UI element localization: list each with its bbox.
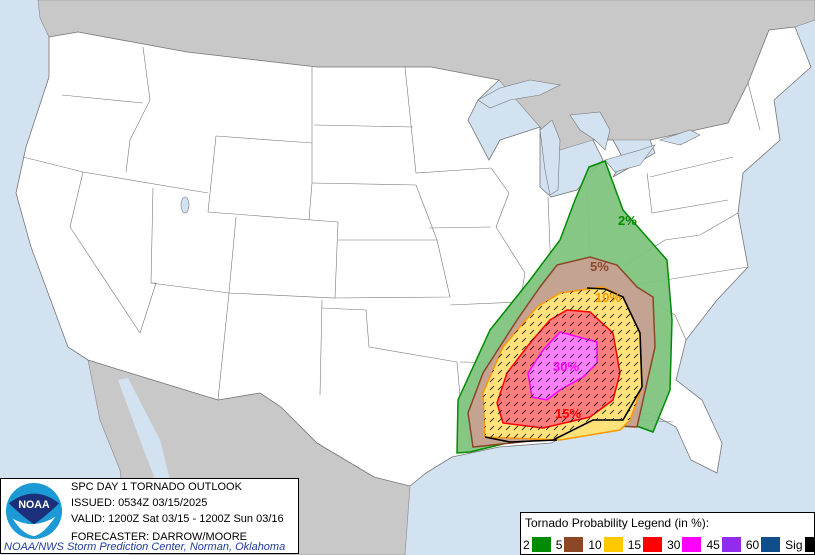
legend-item: 45 <box>706 537 741 552</box>
outlook-info-box: NOAA SPC DAY 1 TORNADO OUTLOOK ISSUED: 0… <box>0 478 299 554</box>
legend-item-label: 45 <box>706 537 720 552</box>
label-2-percent: 2% <box>618 213 637 228</box>
issued-time: ISSUED: 0534Z 03/15/2025 <box>71 497 208 509</box>
probability-legend: Tornado Probability Legend (in %): 2 5 10 1… <box>520 512 815 555</box>
legend-color-swatch <box>804 537 815 552</box>
legend-item-label: Sig <box>785 537 803 552</box>
legend-color-swatch <box>603 537 623 552</box>
outlook-title: SPC DAY 1 TORNADO OUTLOOK <box>71 481 242 493</box>
legend-item-label: 10 <box>588 537 602 552</box>
label-10-percent: 10% <box>595 290 621 305</box>
significant-tornado-outline <box>552 287 643 441</box>
legend-item-label: 30 <box>667 537 681 552</box>
agency-footer: NOAA/NWS Storm Prediction Center, Norman… <box>4 541 286 553</box>
label-15-percent: 15% <box>555 406 581 421</box>
noaa-logo-text: NOAA <box>18 499 50 511</box>
legend-color-swatch <box>643 537 663 552</box>
legend-item: 2 <box>523 537 551 552</box>
legend-color-swatch <box>564 537 584 552</box>
gulf-of-california <box>118 378 175 505</box>
legend-item: 10 <box>588 537 623 552</box>
forecaster: FORECASTER: DARROW/MOORE <box>71 531 248 543</box>
legend-color-swatch <box>531 537 551 552</box>
label-30-percent: 30% <box>553 359 579 374</box>
legend-item: 60 <box>745 537 781 552</box>
legend-item: 15 <box>627 537 663 552</box>
label-5-percent: 5% <box>590 259 609 274</box>
legend-color-swatch <box>761 537 781 552</box>
legend-color-swatch <box>682 537 702 552</box>
legend-item-label: 5 <box>555 537 563 552</box>
significant-tornado-hatch <box>483 287 642 440</box>
legend-item: Sig <box>785 537 815 552</box>
legend-item: 30 <box>667 537 702 552</box>
legend-item: 5 <box>556 537 584 552</box>
legend-item-label: 2 <box>523 537 530 552</box>
legend-row: 2 5 10 15 30 45 60 Sig <box>523 537 815 552</box>
legend-item-label: 60 <box>745 537 760 552</box>
noaa-logo: NOAA <box>5 482 63 540</box>
great-lakes <box>180 79 701 214</box>
state-borders <box>22 46 761 431</box>
significant-tornado-outline-south <box>484 436 558 443</box>
legend-color-swatch <box>721 537 741 552</box>
legend-title: Tornado Probability Legend (in %): <box>525 516 710 530</box>
valid-period: VALID: 1200Z Sat 03/15 - 1200Z Sun 03/16 <box>71 513 284 525</box>
legend-item-label: 15 <box>627 537 642 552</box>
